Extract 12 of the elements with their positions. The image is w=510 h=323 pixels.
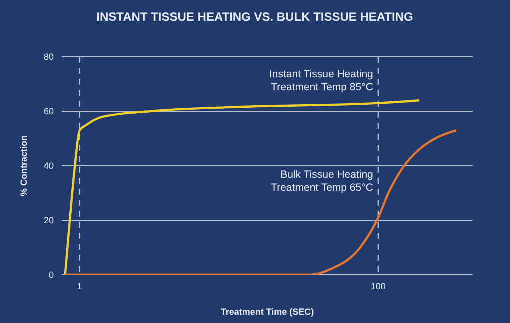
x-tick-label: 1 — [77, 281, 82, 292]
y-tick-label: 0 — [48, 270, 54, 280]
x-axis-title: Treatment Time (SEC) — [220, 307, 314, 317]
x-tick-label: 100 — [370, 281, 386, 292]
y-tick-label: 40 — [44, 161, 54, 172]
y-tick-label: 20 — [44, 216, 54, 226]
y-axis-title: % Contraction — [19, 135, 30, 197]
chart-title: INSTANT TISSUE HEATING VS. BULK TISSUE HEATING — [96, 10, 414, 24]
y-tick-label: 60 — [44, 106, 54, 117]
y-tick-label: 80 — [44, 52, 54, 62]
series-label: Bulk Tissue Heating Treatment Temp 65°C — [271, 168, 374, 194]
series-label: Instant Tissue Heating Treatment Temp 85°C — [270, 68, 374, 94]
